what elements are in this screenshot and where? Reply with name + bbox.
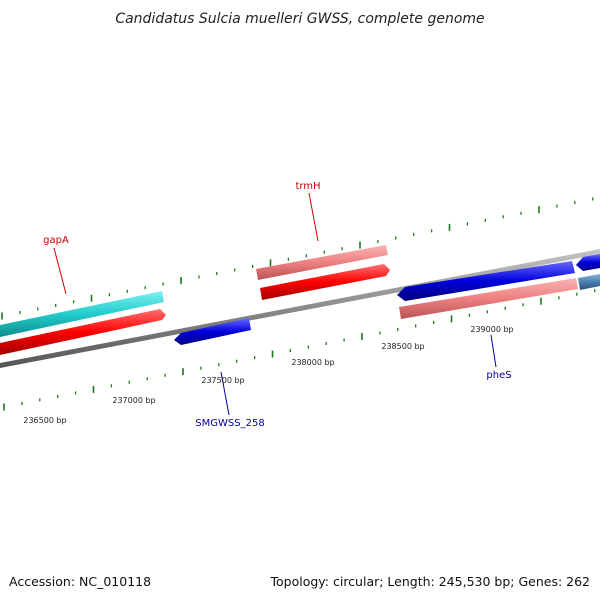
gene-pheS-rna[interactable] bbox=[399, 278, 578, 319]
map-title: Candidatus Sulcia muelleri GWSS, complet… bbox=[115, 11, 484, 27]
accession-text: Accession: NC_010118 bbox=[9, 574, 151, 589]
SMGWSS_258-leader-line bbox=[220, 371, 230, 416]
trmH-leader-line bbox=[308, 192, 319, 242]
inner-tick-track bbox=[3, 289, 596, 411]
gene-gapA-cds[interactable] bbox=[0, 309, 166, 355]
scale-label-237000: 237000 bp bbox=[112, 396, 155, 405]
scale-label-238000: 238000 bp bbox=[291, 358, 334, 367]
gapA-leader-line bbox=[53, 247, 67, 295]
genome-backbone bbox=[0, 249, 600, 368]
gene-gapA-feature[interactable] bbox=[0, 291, 164, 337]
genome-summary-text: Topology: circular; Length: 245,530 bp; … bbox=[270, 574, 591, 589]
scale-label-236500: 236500 bp bbox=[23, 416, 66, 425]
gene-next-feature[interactable] bbox=[578, 274, 600, 290]
gene-pheS-cds[interactable] bbox=[397, 261, 575, 301]
scale-label-238500: 238500 bp bbox=[381, 342, 424, 351]
outer-tick-track bbox=[1, 197, 594, 320]
scale-label-237500: 237500 bp bbox=[201, 376, 244, 385]
gene-trmH-rna[interactable] bbox=[256, 245, 388, 280]
gene-trmH-cds[interactable] bbox=[260, 264, 390, 300]
scale-label-239000: 239000 bp bbox=[470, 325, 513, 334]
gene-label-pheS[interactable]: pheS bbox=[486, 370, 511, 381]
pheS-leader-line bbox=[490, 334, 497, 368]
gene-label-gapA[interactable]: gapA bbox=[43, 235, 69, 246]
gene-label-SMGWSS_258[interactable]: SMGWSS_258 bbox=[195, 418, 264, 429]
gene-SMGWSS_258-cds[interactable] bbox=[174, 318, 251, 345]
gene-next-cds[interactable] bbox=[576, 254, 600, 271]
gene-label-trmH[interactable]: trmH bbox=[295, 181, 320, 192]
